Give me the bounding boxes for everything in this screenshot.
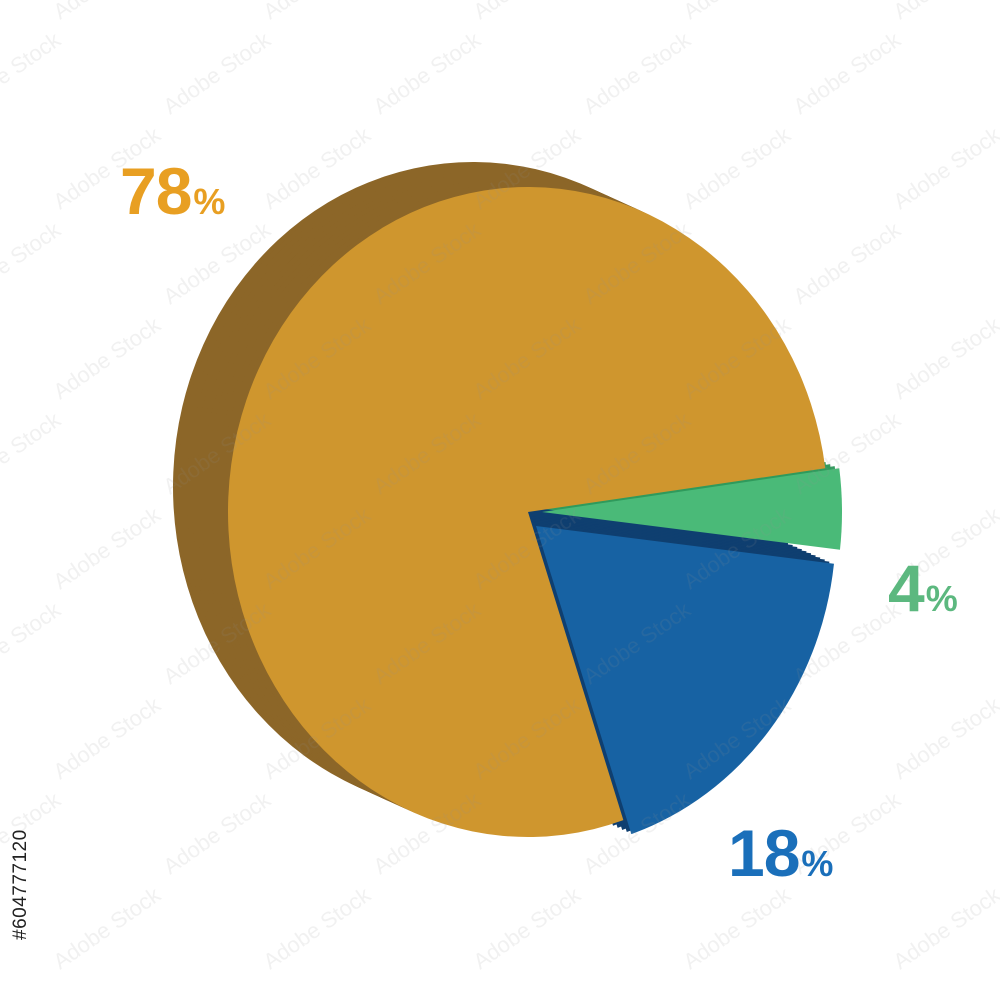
slice-label-4-value: 4	[888, 551, 925, 625]
pie-faces-layer	[228, 187, 843, 837]
slice-label-4-percent-sign: %	[925, 578, 958, 619]
slice-label-18-value: 18	[728, 816, 800, 890]
watermark-text: Adobe Stock	[259, 0, 376, 24]
watermark-text: Adobe Stock	[679, 121, 796, 214]
slice-18	[536, 526, 834, 835]
watermark-text: Adobe Stock	[679, 881, 796, 974]
watermark-text: Adobe Stock	[159, 786, 276, 879]
watermark-text: Adobe Stock	[469, 0, 586, 24]
slice-4	[542, 468, 843, 550]
watermark-text: Adobe Stock	[789, 26, 906, 119]
slice-78	[228, 187, 826, 837]
watermark-text: Adobe Stock	[49, 501, 166, 594]
watermark-text: Adobe Stock	[889, 121, 1000, 214]
watermark-text: Adobe Stock	[49, 881, 166, 974]
slice-label-18-percent-sign: %	[801, 843, 834, 884]
slice-label-18: 18%	[728, 820, 833, 886]
slice-label-78: 78%	[120, 158, 225, 224]
watermark-text: Adobe Stock	[259, 881, 376, 974]
watermark-text: Adobe Stock	[889, 691, 1000, 784]
watermark-text: Adobe Stock	[0, 26, 66, 119]
watermark-text: Adobe Stock	[0, 216, 66, 309]
watermark-text: Adobe Stock	[469, 881, 586, 974]
watermark-text: Adobe Stock	[49, 691, 166, 784]
slice-label-4: 4%	[888, 555, 958, 621]
slice-label-78-percent-sign: %	[193, 181, 226, 222]
watermark-text: Adobe Stock	[679, 0, 796, 24]
watermark-text: Adobe Stock	[889, 311, 1000, 404]
slice-label-78-value: 78	[120, 154, 192, 228]
watermark-text: Adobe Stock	[0, 596, 66, 689]
watermark-text: Adobe Stock	[159, 26, 276, 119]
watermark-text: Adobe Stock	[49, 0, 166, 24]
watermark-text: Adobe Stock	[579, 26, 696, 119]
watermark-text: Adobe Stock	[889, 881, 1000, 974]
watermark-text: Adobe Stock	[789, 216, 906, 309]
watermark-text: Adobe Stock	[0, 406, 66, 499]
stock-image-id: #604777120	[10, 829, 31, 940]
watermark-text: Adobe Stock	[369, 26, 486, 119]
watermark-text: Adobe Stock	[49, 311, 166, 404]
watermark-text: Adobe Stock	[889, 0, 1000, 24]
